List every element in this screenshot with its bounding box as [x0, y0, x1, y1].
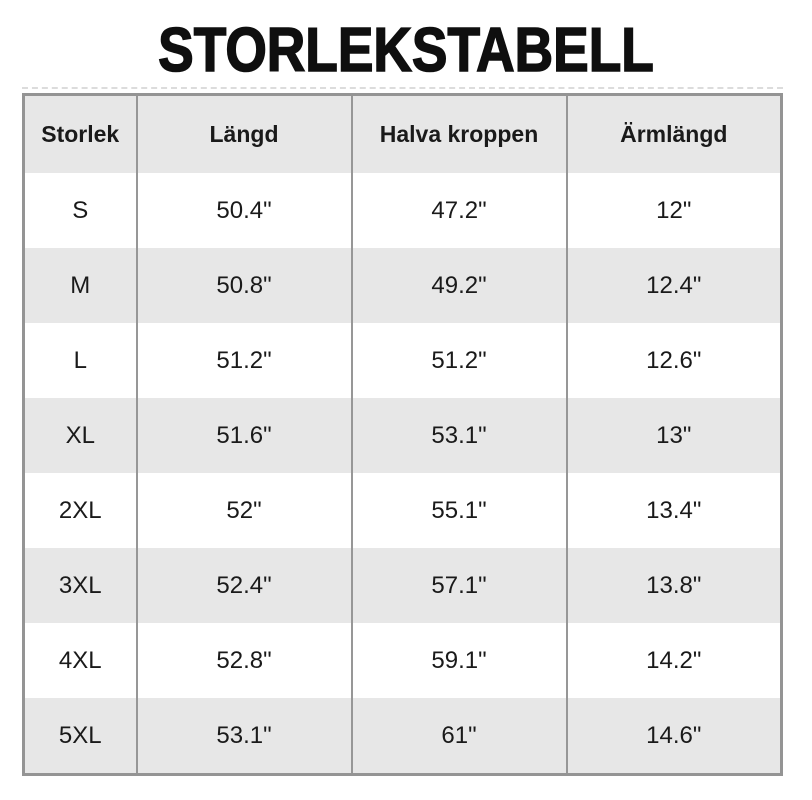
table-row: 5XL 53.1" 61" 14.6": [23, 698, 782, 775]
size-cell: 4XL: [23, 623, 137, 698]
size-cell: 2XL: [23, 473, 137, 548]
length-cell: 51.6": [135, 398, 352, 473]
size-table-container: Storlek Längd Halva kroppen Ärmlängd S 5…: [22, 87, 783, 776]
table-row: M 50.8" 49.2" 12.4": [23, 248, 782, 323]
table-row: 2XL 52" 55.1" 13.4": [23, 473, 782, 548]
size-cell: 3XL: [23, 548, 137, 623]
sleeve-length-cell: 13.8": [565, 548, 782, 623]
length-cell: 53.1": [135, 698, 352, 775]
half-body-cell: 47.2": [350, 173, 567, 248]
column-header-halva-kroppen: Halva kroppen: [350, 94, 567, 173]
sleeve-length-cell: 13.4": [565, 473, 782, 548]
length-cell: 50.8": [135, 248, 352, 323]
table-row: 3XL 52.4" 57.1" 13.8": [23, 548, 782, 623]
sleeve-length-cell: 12": [565, 173, 782, 248]
length-cell: 52.8": [135, 623, 352, 698]
length-cell: 52": [135, 473, 352, 548]
sleeve-length-cell: 14.6": [565, 698, 782, 775]
length-cell: 52.4": [135, 548, 352, 623]
sleeve-length-cell: 13": [565, 398, 782, 473]
table-row: L 51.2" 51.2" 12.6": [23, 323, 782, 398]
size-table: Storlek Längd Halva kroppen Ärmlängd S 5…: [22, 93, 783, 776]
length-cell: 50.4": [135, 173, 352, 248]
column-header-armlangd: Ärmlängd: [565, 94, 782, 173]
length-cell: 51.2": [135, 323, 352, 398]
half-body-cell: 53.1": [350, 398, 567, 473]
size-cell: S: [23, 173, 137, 248]
half-body-cell: 57.1": [350, 548, 567, 623]
size-cell: 5XL: [23, 698, 137, 775]
column-header-storlek: Storlek: [23, 94, 137, 173]
table-row: 4XL 52.8" 59.1" 14.2": [23, 623, 782, 698]
table-row: S 50.4" 47.2" 12": [23, 173, 782, 248]
sleeve-length-cell: 12.4": [565, 248, 782, 323]
page-title: STORLEKSTABELL: [157, 16, 654, 85]
size-cell: L: [23, 323, 137, 398]
size-cell: XL: [23, 398, 137, 473]
table-top-divider: [22, 87, 783, 89]
table-header-row: Storlek Längd Halva kroppen Ärmlängd: [23, 94, 782, 173]
size-cell: M: [23, 248, 137, 323]
column-header-langd: Längd: [135, 94, 352, 173]
half-body-cell: 59.1": [350, 623, 567, 698]
half-body-cell: 49.2": [350, 248, 567, 323]
half-body-cell: 61": [350, 698, 567, 775]
table-row: XL 51.6" 53.1" 13": [23, 398, 782, 473]
half-body-cell: 51.2": [350, 323, 567, 398]
sleeve-length-cell: 12.6": [565, 323, 782, 398]
half-body-cell: 55.1": [350, 473, 567, 548]
sleeve-length-cell: 14.2": [565, 623, 782, 698]
